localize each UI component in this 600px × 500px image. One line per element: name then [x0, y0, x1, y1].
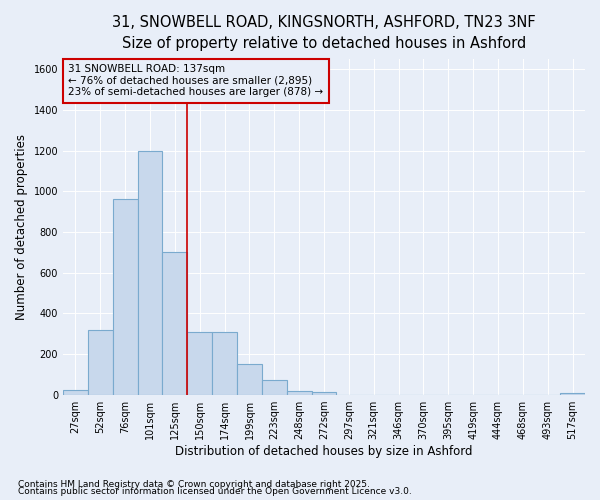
Y-axis label: Number of detached properties: Number of detached properties — [15, 134, 28, 320]
Bar — [287, 390, 311, 394]
Bar — [88, 330, 113, 394]
Bar — [113, 200, 137, 394]
Text: Contains public sector information licensed under the Open Government Licence v3: Contains public sector information licen… — [18, 488, 412, 496]
Bar — [560, 392, 585, 394]
Bar — [137, 150, 163, 394]
Text: Contains HM Land Registry data © Crown copyright and database right 2025.: Contains HM Land Registry data © Crown c… — [18, 480, 370, 489]
Bar — [187, 332, 212, 394]
X-axis label: Distribution of detached houses by size in Ashford: Distribution of detached houses by size … — [175, 444, 473, 458]
Text: 31 SNOWBELL ROAD: 137sqm
← 76% of detached houses are smaller (2,895)
23% of sem: 31 SNOWBELL ROAD: 137sqm ← 76% of detach… — [68, 64, 323, 98]
Bar — [63, 390, 88, 394]
Bar — [237, 364, 262, 394]
Bar — [212, 332, 237, 394]
Bar — [311, 392, 337, 394]
Bar — [163, 252, 187, 394]
Title: 31, SNOWBELL ROAD, KINGSNORTH, ASHFORD, TN23 3NF
Size of property relative to de: 31, SNOWBELL ROAD, KINGSNORTH, ASHFORD, … — [112, 15, 536, 51]
Bar — [262, 380, 287, 394]
